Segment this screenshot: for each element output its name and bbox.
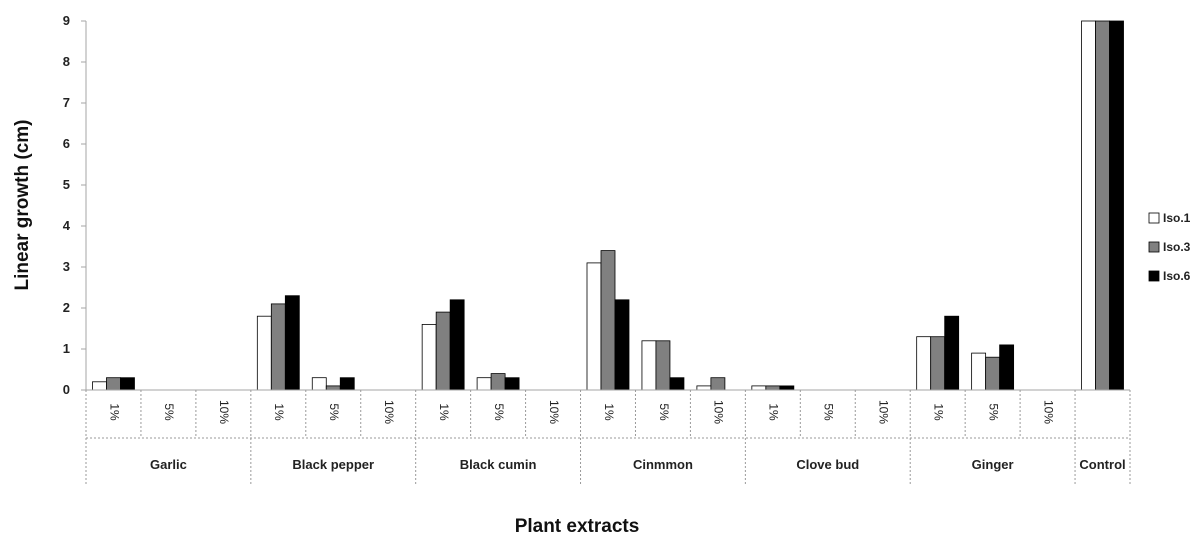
legend-swatch bbox=[1148, 270, 1160, 282]
bar-iso-3 bbox=[710, 377, 726, 391]
bar-iso-3 bbox=[270, 303, 286, 391]
y-tick-label: 2 bbox=[63, 300, 70, 315]
bar-iso-6 bbox=[449, 299, 465, 391]
y-tick-label: 9 bbox=[63, 13, 70, 28]
x-axis-title: Plant extracts bbox=[515, 516, 640, 537]
y-tick-label: 3 bbox=[63, 259, 70, 274]
subcategory-label: 10% bbox=[712, 400, 726, 424]
subcategory-label: 1% bbox=[437, 403, 451, 421]
legend-label: Iso.3 bbox=[1163, 240, 1191, 254]
bar-iso-1 bbox=[696, 385, 712, 391]
group-label: Cinmmon bbox=[633, 457, 693, 472]
bar-iso-6 bbox=[120, 377, 135, 391]
y-tick-label: 7 bbox=[63, 95, 70, 110]
bar-iso-6 bbox=[614, 299, 630, 391]
bar-iso-1 bbox=[971, 352, 987, 391]
bar-iso-6 bbox=[669, 377, 685, 391]
bar-iso-6 bbox=[284, 295, 300, 391]
bar-iso-1 bbox=[916, 336, 932, 391]
subcategory-label: 5% bbox=[986, 403, 1000, 421]
bar-iso-1 bbox=[586, 262, 602, 391]
bar-iso-3 bbox=[325, 385, 341, 391]
group-label: Clove bud bbox=[796, 457, 859, 472]
bar-iso-1 bbox=[1081, 20, 1096, 391]
bars bbox=[92, 20, 1124, 391]
group-label: Garlic bbox=[150, 457, 187, 472]
bar-iso-3 bbox=[1095, 20, 1110, 391]
bar-iso-3 bbox=[490, 373, 506, 391]
subcategory-label: 5% bbox=[492, 403, 506, 421]
legend: Iso.1 Iso.3 Iso.6 bbox=[1148, 211, 1191, 283]
bar-iso-1 bbox=[641, 340, 657, 391]
subcategory-label: 10% bbox=[1041, 400, 1055, 424]
subcategory-label: 5% bbox=[657, 403, 671, 421]
group-label: Ginger bbox=[972, 457, 1014, 472]
bar-iso-1 bbox=[751, 385, 767, 391]
bar-iso-1 bbox=[421, 323, 437, 391]
group-label: Black cumin bbox=[460, 457, 537, 472]
y-tick-label: 0 bbox=[63, 382, 70, 397]
bar-iso-3 bbox=[985, 356, 1001, 391]
legend-swatch bbox=[1148, 212, 1160, 224]
y-tick-label: 5 bbox=[63, 177, 70, 192]
subcategory-label: 1% bbox=[602, 403, 616, 421]
y-axis: 0 1 2 3 4 5 6 7 8 9 bbox=[63, 13, 87, 397]
y-tick-label: 6 bbox=[63, 136, 70, 151]
bar-iso-1 bbox=[311, 377, 327, 391]
subcategory-label: 10% bbox=[217, 400, 231, 424]
bar-iso-1 bbox=[92, 381, 107, 391]
bar-iso-6 bbox=[504, 377, 520, 391]
x-axis: 1% 5% 10% 1% 5% 10% 1% 5% 10% 1% 5% 10% 1% 5% 10% 1% 5% 1… bbox=[85, 389, 1131, 485]
legend-label: Iso.6 bbox=[1163, 269, 1191, 283]
legend-swatch bbox=[1148, 241, 1160, 253]
bar-iso-3 bbox=[930, 336, 946, 391]
bar-iso-3 bbox=[435, 311, 451, 391]
legend-label: Iso.1 bbox=[1163, 211, 1191, 225]
subcategory-label: 1% bbox=[932, 403, 946, 421]
bar-iso-6 bbox=[1109, 20, 1124, 391]
subcategory-label: 10% bbox=[382, 400, 396, 424]
bar-iso-3 bbox=[765, 385, 781, 391]
y-tick-label: 8 bbox=[63, 54, 70, 69]
bar-iso-3 bbox=[106, 377, 121, 391]
bar-iso-1 bbox=[476, 377, 492, 391]
group-label: Control bbox=[1079, 457, 1125, 472]
y-tick-label: 4 bbox=[63, 218, 71, 233]
group-label: Black pepper bbox=[292, 457, 374, 472]
y-axis-title: Linear growth (cm) bbox=[12, 119, 33, 290]
subcategory-label: 10% bbox=[547, 400, 561, 424]
bar-iso-6 bbox=[944, 315, 960, 391]
subcategory-label: 5% bbox=[327, 403, 341, 421]
bar-iso-6 bbox=[999, 344, 1015, 391]
subcategory-label: 1% bbox=[767, 403, 781, 421]
bar-iso-3 bbox=[600, 250, 616, 391]
subcategory-label: 5% bbox=[822, 403, 836, 421]
subcategory-label: 10% bbox=[877, 400, 891, 424]
bar-iso-1 bbox=[256, 315, 272, 391]
bar-iso-3 bbox=[655, 340, 671, 391]
subcategory-label: 1% bbox=[107, 403, 121, 421]
y-tick-label: 1 bbox=[63, 341, 70, 356]
subcategory-label: 5% bbox=[162, 403, 176, 421]
bar-iso-6 bbox=[339, 377, 355, 391]
subcategory-label: 1% bbox=[272, 403, 286, 421]
bar-iso-6 bbox=[779, 385, 795, 391]
